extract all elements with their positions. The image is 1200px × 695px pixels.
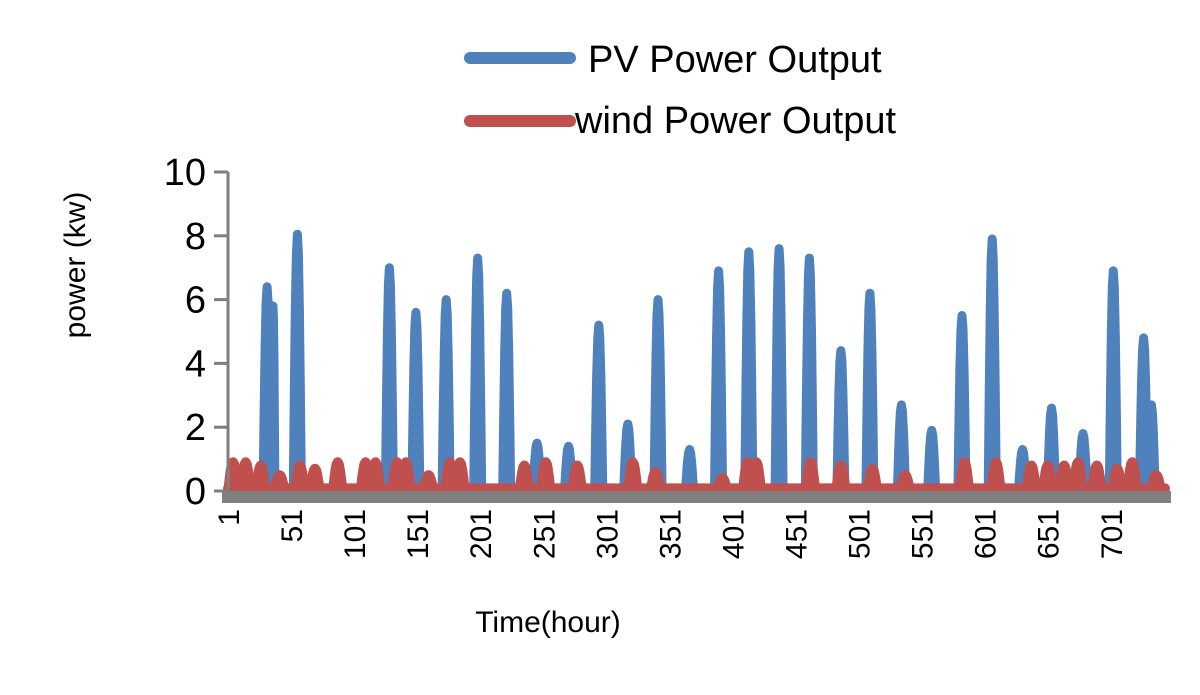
x-tick-label: 701: [1096, 509, 1129, 559]
axes: [222, 172, 1171, 503]
x-tick-label: 201: [465, 509, 498, 559]
x-tick-label: 251: [528, 509, 561, 559]
x-axis-ticks: 1 51 101 151 201 251 301 351 401 451 501 551 601 651 7…: [213, 509, 1129, 559]
y-axis-label: power (kw): [59, 192, 92, 339]
x-tick-label: 351: [654, 509, 687, 559]
x-tick-label: 401: [717, 509, 750, 559]
x-tick-label: 151: [402, 509, 435, 559]
y-tick-label: 4: [185, 343, 206, 385]
y-tick-label: 10: [164, 152, 206, 194]
x-tick-label: 451: [780, 509, 813, 559]
x-tick-label: 501: [844, 509, 877, 559]
x-tick-label: 51: [276, 509, 309, 542]
plot-lines: [223, 229, 1170, 496]
y-tick-label: 8: [185, 216, 206, 258]
x-tick-label: 601: [970, 509, 1003, 559]
y-tick-label: 2: [185, 407, 206, 449]
x-axis-label: Time(hour): [475, 606, 621, 639]
x-tick-label: 101: [339, 509, 372, 559]
x-tick-label: 301: [591, 509, 624, 559]
series-line-pv: [223, 229, 1170, 496]
series-line-wind: [223, 457, 1170, 494]
x-axis-baseline: [222, 491, 1171, 503]
x-tick-label: 551: [907, 509, 940, 559]
legend-label-pv: PV Power Output: [588, 39, 882, 81]
x-tick-label: 1: [213, 509, 246, 526]
y-tick-label: 6: [185, 280, 206, 322]
y-axis-ticks: 0 2 4 6 8 10: [164, 152, 228, 513]
legend: PV Power Output wind Power Output: [464, 39, 896, 142]
x-tick-label: 651: [1033, 509, 1066, 559]
y-tick-label: 0: [185, 471, 206, 513]
legend-label-wind: wind Power Output: [574, 100, 896, 142]
